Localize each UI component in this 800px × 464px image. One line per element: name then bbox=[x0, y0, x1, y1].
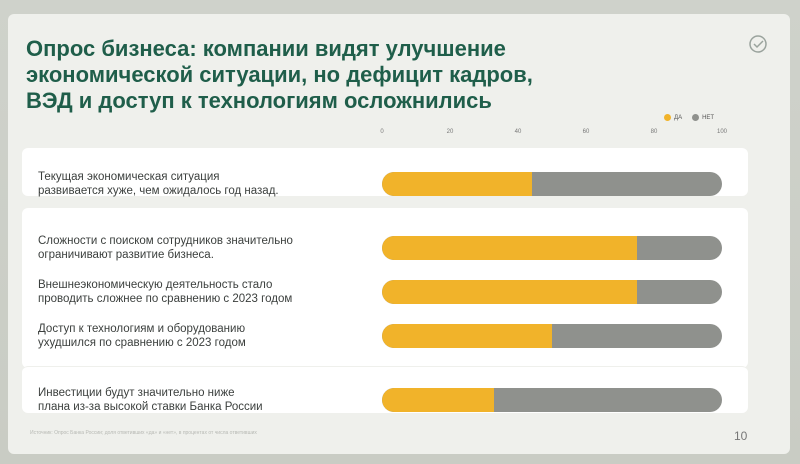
footnote: Источник: Опрос Банка России; доля ответ… bbox=[30, 430, 257, 436]
category-label: Сложности с поиском сотрудников значител… bbox=[38, 234, 358, 262]
category-label: Внешнеэкономическую деятельность стало пр… bbox=[38, 278, 358, 306]
bar-yes bbox=[382, 172, 532, 196]
legend-item-no: НЕТ bbox=[692, 114, 714, 121]
legend-item-yes: ДА bbox=[664, 114, 682, 121]
bar-no bbox=[382, 324, 722, 348]
legend-dot-no bbox=[692, 114, 700, 121]
title-line-1: Опрос бизнеса: компании видят улучшение bbox=[26, 36, 506, 61]
bar-yes bbox=[382, 324, 552, 348]
x-tick-label: 0 bbox=[380, 129, 384, 135]
bar-no bbox=[382, 172, 722, 196]
category-label-line: ограничивают развитие бизнеса. bbox=[38, 249, 214, 261]
title-line-3: ВЭД и доступ к технологиям осложнились bbox=[26, 88, 492, 113]
category-label-line: Инвестиции будут значительно ниже bbox=[38, 387, 235, 399]
page-number: 10 bbox=[734, 429, 748, 443]
x-tick-label: 60 bbox=[582, 129, 590, 135]
slide: Опрос бизнеса: компании видят улучшение … bbox=[8, 14, 790, 454]
category-label-line: Сложности с поиском сотрудников значител… bbox=[38, 235, 293, 247]
category-label-line: плана из-за высокой ставки Банка России bbox=[38, 401, 263, 413]
x-tick-label: 40 bbox=[514, 129, 522, 135]
bar-yes bbox=[382, 280, 637, 304]
category-label-line: Доступ к технологиям и оборудованию bbox=[38, 323, 246, 335]
bar-no bbox=[382, 236, 722, 260]
category-label-line: развивается хуже, чем ожидалось год наза… bbox=[38, 185, 279, 197]
category-label: Доступ к технологиям и оборудованию ухудш… bbox=[38, 322, 358, 350]
bar-no bbox=[382, 280, 722, 304]
legend-label-yes: ДА bbox=[674, 114, 683, 121]
category-label: Текущая экономическая ситуация развиваетс… bbox=[38, 170, 358, 198]
slide-title: Опрос бизнеса: компании видят улучшение … bbox=[26, 36, 626, 114]
bar-yes bbox=[382, 388, 495, 412]
x-tick-label: 20 bbox=[446, 129, 454, 135]
legend-dot-yes bbox=[664, 114, 671, 121]
category-label-line: проводить сложнее по сравнению с 2023 го… bbox=[38, 293, 293, 305]
category-label-line: Внешнеэкономическую деятельность стало bbox=[38, 279, 273, 291]
x-tick-label: 80 bbox=[650, 129, 658, 135]
legend-label-no: НЕТ bbox=[702, 114, 715, 121]
category-label: Инвестиции будут значительно ниже плана и… bbox=[38, 386, 358, 414]
check-circle-icon bbox=[749, 35, 767, 53]
chart-legend: ДА НЕТ bbox=[664, 114, 714, 121]
category-label-line: ухудшился по сравнению с 2023 годом bbox=[38, 337, 246, 349]
bar-yes bbox=[382, 236, 637, 260]
x-tick-label: 100 bbox=[716, 129, 728, 135]
bar-no bbox=[382, 388, 722, 412]
title-line-2: экономической ситуации, но дефицит кадро… bbox=[26, 62, 533, 87]
category-label-line: Текущая экономическая ситуация bbox=[38, 171, 220, 183]
